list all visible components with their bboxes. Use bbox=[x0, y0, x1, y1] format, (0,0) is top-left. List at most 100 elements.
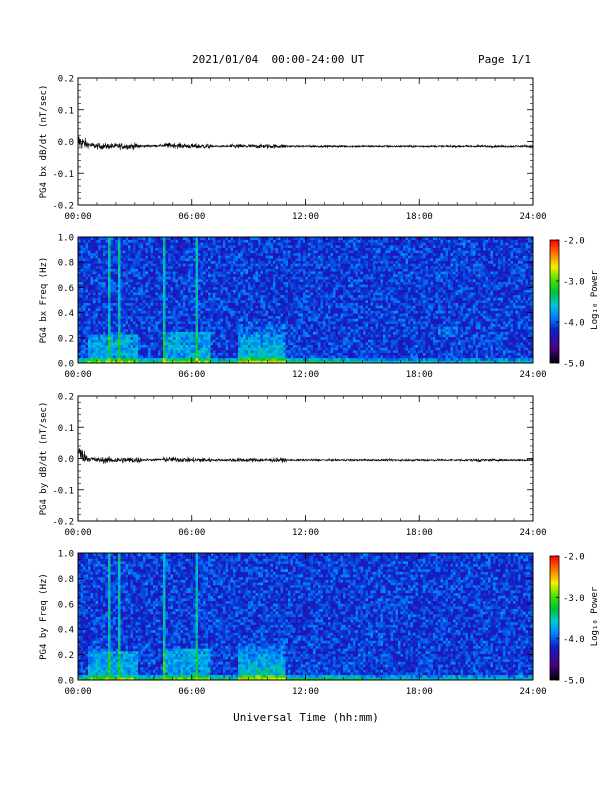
spectrogram-cell bbox=[298, 352, 301, 356]
spectrogram-cell bbox=[228, 273, 231, 277]
spectrogram-cell bbox=[225, 355, 229, 359]
spectrogram-cell bbox=[298, 292, 301, 296]
spectrogram-cell bbox=[215, 300, 219, 304]
spectrogram-cell bbox=[253, 336, 256, 340]
spectrogram-cell bbox=[253, 276, 256, 280]
spectrogram-cell bbox=[183, 284, 186, 288]
spectrogram-cell bbox=[118, 281, 121, 285]
spectrogram-cell bbox=[308, 300, 311, 304]
spectrogram-cell bbox=[118, 239, 121, 243]
spectrogram-cell bbox=[310, 328, 314, 332]
spectrogram-cell bbox=[200, 347, 204, 351]
spectrogram-cell bbox=[113, 331, 116, 335]
spectrogram-cell bbox=[278, 355, 281, 359]
spectrogram-cell bbox=[200, 260, 204, 264]
spectrogram-cell bbox=[210, 244, 214, 248]
spectrogram-cell bbox=[298, 284, 301, 288]
spectrogram-cell bbox=[135, 239, 139, 243]
spectrogram-cell bbox=[330, 357, 334, 361]
spectrogram-cell bbox=[295, 271, 299, 275]
spectrogram-cell bbox=[235, 355, 239, 359]
spectrogram-cell bbox=[308, 276, 311, 280]
spectrogram-cell bbox=[223, 357, 226, 361]
spectrogram-cell bbox=[145, 260, 149, 264]
spectrogram-cell bbox=[90, 310, 94, 314]
spectrogram-cell bbox=[205, 300, 209, 304]
spectrogram-cell bbox=[313, 263, 316, 267]
spectrogram-cell bbox=[290, 307, 294, 311]
spectrogram-cell bbox=[235, 286, 239, 290]
spectrogram-cell bbox=[308, 336, 311, 340]
spectrogram-cell bbox=[250, 276, 254, 280]
spectrogram-cell bbox=[223, 344, 226, 348]
spectrogram-cell bbox=[188, 250, 191, 254]
spectrogram-cell bbox=[330, 318, 334, 322]
spectrogram-cell bbox=[188, 268, 191, 272]
spectrogram-cell bbox=[155, 258, 159, 262]
spectrogram-cell bbox=[318, 258, 321, 262]
spectrogram-cell bbox=[275, 284, 279, 288]
spectrogram-cell bbox=[145, 352, 149, 356]
spectrogram-cell bbox=[245, 355, 249, 359]
spectrogram-cell bbox=[228, 336, 231, 340]
spectrogram-cell bbox=[168, 252, 171, 256]
spectrogram-cell bbox=[88, 237, 91, 241]
spectrogram-cell bbox=[290, 294, 294, 298]
spectrogram-cell bbox=[228, 242, 231, 246]
spectrogram-cell bbox=[260, 328, 264, 332]
spectrogram-cell bbox=[118, 284, 121, 288]
spectrogram-cell bbox=[225, 334, 229, 338]
spectrogram-cell bbox=[260, 237, 264, 241]
spectrogram-cell bbox=[265, 258, 269, 262]
spectrogram-cell bbox=[200, 349, 204, 353]
spectrogram-cell bbox=[220, 237, 224, 241]
spectrogram-cell bbox=[313, 255, 316, 259]
spectrogram-cell bbox=[100, 281, 104, 285]
spectrogram-cell bbox=[208, 284, 211, 288]
spectrogram-cell bbox=[175, 258, 179, 262]
spectrogram-cell bbox=[130, 300, 134, 304]
spectrogram-cell bbox=[265, 260, 269, 264]
spectrogram-cell bbox=[183, 260, 186, 264]
spectrogram-cell bbox=[170, 357, 174, 361]
spectrogram-cell bbox=[245, 318, 249, 322]
spectrogram-cell bbox=[273, 352, 276, 356]
spectrogram-cell bbox=[273, 247, 276, 251]
spectrogram-cell bbox=[325, 281, 329, 285]
spectrogram-cell bbox=[228, 271, 231, 275]
spectrogram-cell bbox=[328, 310, 331, 314]
spectrogram-cell bbox=[325, 247, 329, 251]
spectrogram-cell bbox=[278, 307, 281, 311]
spectrogram-cell bbox=[148, 239, 151, 243]
spectrogram-cell bbox=[315, 344, 319, 348]
spectrogram-cell bbox=[273, 307, 276, 311]
spectrogram-cell bbox=[173, 242, 176, 246]
spectrogram-cell bbox=[278, 268, 281, 272]
spectrogram-cell bbox=[265, 244, 269, 248]
spectrogram-cell bbox=[230, 355, 234, 359]
spectrogram-cell bbox=[125, 258, 129, 262]
spectrogram-cell bbox=[225, 336, 229, 340]
spectrogram-cell bbox=[220, 318, 224, 322]
spectrogram-cell bbox=[93, 239, 96, 243]
spectrogram-cell bbox=[173, 318, 176, 322]
spectrogram-cell bbox=[230, 237, 234, 241]
spectrogram-cell bbox=[265, 286, 269, 290]
spectrogram-cell bbox=[293, 271, 296, 275]
spectrogram-cell bbox=[78, 342, 81, 346]
spectrogram-cell bbox=[155, 326, 159, 330]
spectrogram-cell bbox=[133, 273, 136, 277]
spectrogram-cell bbox=[95, 273, 99, 277]
spectrogram-cell bbox=[295, 244, 299, 248]
spectrogram-cell bbox=[225, 265, 229, 269]
spectrogram-cell bbox=[303, 328, 306, 332]
spectrogram-cell bbox=[250, 336, 254, 340]
spectrogram-cell bbox=[163, 255, 166, 259]
spectrogram-cell bbox=[195, 279, 199, 283]
spectrogram-cell bbox=[158, 310, 161, 314]
spectrogram-cell bbox=[143, 344, 146, 348]
spectrogram-cell bbox=[205, 305, 209, 309]
spectrogram-cell bbox=[170, 328, 174, 332]
spectrogram-cell bbox=[143, 250, 146, 254]
spectrogram-cell bbox=[138, 268, 141, 272]
